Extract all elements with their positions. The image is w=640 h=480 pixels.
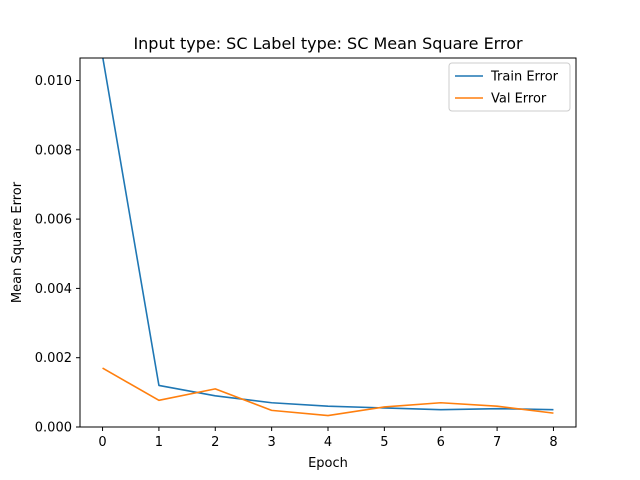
- y-tick-label: 0.002: [35, 351, 72, 366]
- legend-box: [448, 62, 571, 112]
- y-axis-label: Mean Square Error: [10, 181, 25, 303]
- x-tick-label: 7: [493, 435, 501, 450]
- x-tick-label: 4: [324, 435, 332, 450]
- series-layer: [102, 58, 554, 417]
- x-tick-label: 5: [380, 435, 388, 450]
- y-tick-label: 0.008: [35, 143, 72, 158]
- chart-title: Input type: SC Label type: SC Mean Squar…: [133, 34, 523, 53]
- y-tick-label: 0.010: [35, 74, 72, 89]
- legend-label: Val Error: [491, 92, 547, 107]
- x-axis-label: Epoch: [308, 456, 348, 471]
- y-tick-label: 0.004: [35, 282, 72, 297]
- y-tick-label: 0.000: [35, 421, 72, 436]
- x-tick-label: 3: [267, 435, 275, 450]
- x-tick-label: 2: [211, 435, 219, 450]
- y-tick-label: 0.006: [35, 213, 72, 228]
- x-tick-label: 6: [437, 435, 445, 450]
- legend-label: Train Error: [490, 70, 559, 85]
- x-tick-label: 0: [98, 435, 106, 450]
- legend: Train Error Val Error: [448, 62, 571, 112]
- x-tick-label: 8: [549, 435, 557, 450]
- x-tick-label: 1: [155, 435, 163, 450]
- x-axis: 0 1 2 3 4 5 6 7 8: [98, 427, 558, 450]
- y-axis: 0.000 0.002 0.004 0.006 0.008 0.010: [35, 74, 80, 436]
- series-line-val-error: [102, 367, 554, 417]
- series-line-train-error: [102, 58, 554, 411]
